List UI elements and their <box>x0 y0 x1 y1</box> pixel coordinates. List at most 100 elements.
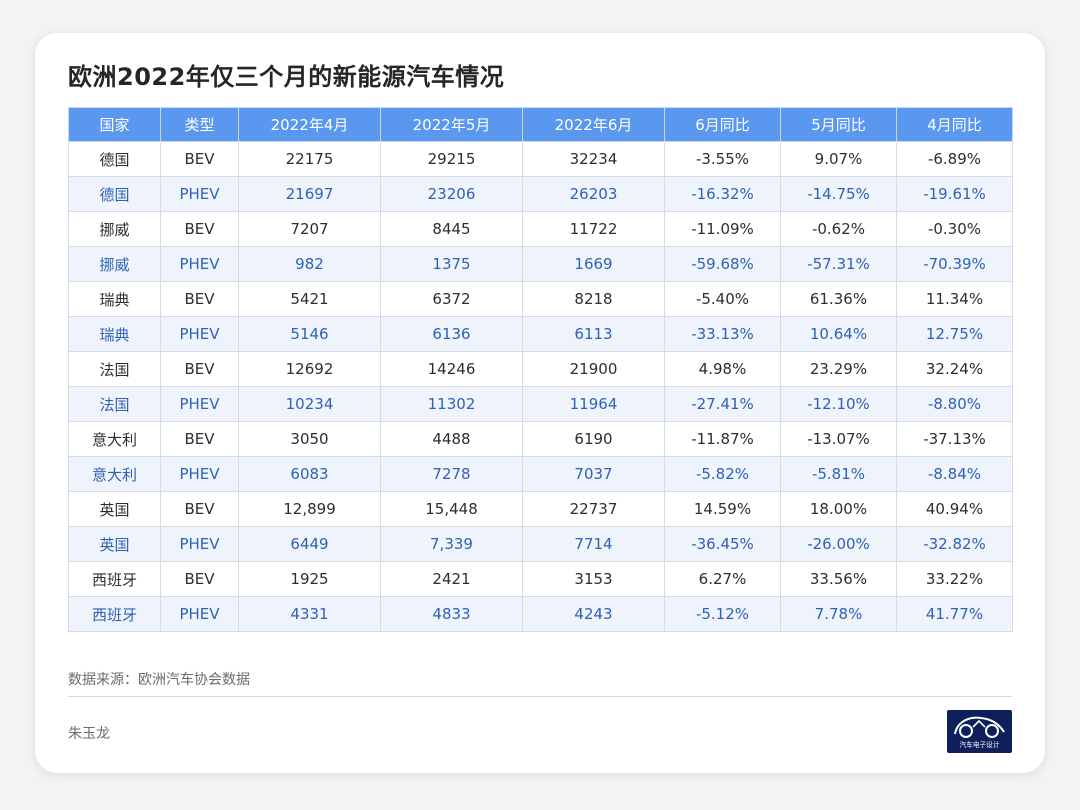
table-cell: 40.94% <box>896 491 1013 527</box>
column-header: 类型 <box>160 107 239 142</box>
table-cell: 7037 <box>522 456 665 492</box>
table-cell: -6.89% <box>896 141 1013 177</box>
table-row: 瑞典 PHEV 5146 6136 6113 -33.13% 10.64% 12.75% <box>68 316 1013 352</box>
table-cell: 7278 <box>380 456 523 492</box>
table-cell: -5.81% <box>780 456 897 492</box>
column-header: 6月同比 <box>664 107 781 142</box>
table-body: 德国 BEV 22175 29215 32234 -3.55% 9.07% -6.89% 德国 P… <box>68 141 1013 632</box>
table-cell: -8.80% <box>896 386 1013 422</box>
table-header-row: 国家 类型 2022年4月 2022年5月 2022年6月 6月同比 5月同比 4月同比 <box>68 107 1013 142</box>
table-cell: 德国 <box>68 141 161 177</box>
table-cell: -12.10% <box>780 386 897 422</box>
table-cell: 8445 <box>380 211 523 247</box>
table-cell: 6136 <box>380 316 523 352</box>
table-cell: 11722 <box>522 211 665 247</box>
data-source-note: 数据来源：欧洲汽车协会数据 <box>68 672 250 688</box>
table-card: 欧洲2022年仅三个月的新能源汽车情况 国家 类型 2022年4月 2022年5月 20… <box>35 33 1045 773</box>
table-cell: 23206 <box>380 176 523 212</box>
table-cell: 14246 <box>380 351 523 387</box>
author-name: 朱玉龙 <box>68 726 110 742</box>
table-cell: 41.77% <box>896 596 1013 632</box>
table-cell: 4.98% <box>664 351 781 387</box>
table-cell: 33.56% <box>780 561 897 597</box>
table-row: 挪威 PHEV 982 1375 1669 -59.68% -57.31% -70.39% <box>68 246 1013 282</box>
table-cell: 3050 <box>238 421 381 457</box>
table-cell: -5.40% <box>664 281 781 317</box>
table-cell: 1669 <box>522 246 665 282</box>
table-row: 法国 BEV 12692 14246 21900 4.98% 23.29% 32.24% <box>68 351 1013 387</box>
table-cell: 7714 <box>522 526 665 562</box>
table-cell: 10234 <box>238 386 381 422</box>
table-cell: 2421 <box>380 561 523 597</box>
column-header: 4月同比 <box>896 107 1013 142</box>
table-cell: -32.82% <box>896 526 1013 562</box>
page-title: 欧洲2022年仅三个月的新能源汽车情况 <box>68 63 505 91</box>
table-cell: 10.64% <box>780 316 897 352</box>
table-cell: -57.31% <box>780 246 897 282</box>
table-cell: 9.07% <box>780 141 897 177</box>
table-cell: 6.27% <box>664 561 781 597</box>
table-cell: PHEV <box>160 246 239 282</box>
table-row: 德国 PHEV 21697 23206 26203 -16.32% -14.75% -19.6… <box>68 176 1013 212</box>
table-cell: 挪威 <box>68 211 161 247</box>
table-cell: -59.68% <box>664 246 781 282</box>
table-cell: PHEV <box>160 526 239 562</box>
table-cell: BEV <box>160 561 239 597</box>
table-cell: 6083 <box>238 456 381 492</box>
table-cell: 英国 <box>68 491 161 527</box>
table-cell: 4833 <box>380 596 523 632</box>
table-cell: 14.59% <box>664 491 781 527</box>
table-cell: -0.30% <box>896 211 1013 247</box>
table-cell: BEV <box>160 141 239 177</box>
table-cell: 7,339 <box>380 526 523 562</box>
table-cell: BEV <box>160 421 239 457</box>
table-cell: 12,899 <box>238 491 381 527</box>
table-cell: 6113 <box>522 316 665 352</box>
table-cell: 32234 <box>522 141 665 177</box>
table-cell: 法国 <box>68 386 161 422</box>
table-row: 西班牙 BEV 1925 2421 3153 6.27% 33.56% 33.22% <box>68 561 1013 597</box>
table-cell: 5146 <box>238 316 381 352</box>
table-cell: 21697 <box>238 176 381 212</box>
table-row: 瑞典 BEV 5421 6372 8218 -5.40% 61.36% 11.34% <box>68 281 1013 317</box>
table-cell: 15,448 <box>380 491 523 527</box>
table-cell: BEV <box>160 491 239 527</box>
table-cell: PHEV <box>160 316 239 352</box>
table-cell: -8.84% <box>896 456 1013 492</box>
table-cell: 26203 <box>522 176 665 212</box>
table-cell: 意大利 <box>68 456 161 492</box>
table-cell: -37.13% <box>896 421 1013 457</box>
table-cell: 33.22% <box>896 561 1013 597</box>
table-cell: 982 <box>238 246 381 282</box>
table-row: 西班牙 PHEV 4331 4833 4243 -5.12% 7.78% 41.77% <box>68 596 1013 632</box>
column-header: 2022年6月 <box>522 107 665 142</box>
table-cell: 意大利 <box>68 421 161 457</box>
table-cell: 3153 <box>522 561 665 597</box>
table-cell: 6372 <box>380 281 523 317</box>
column-header: 2022年4月 <box>238 107 381 142</box>
table-cell: PHEV <box>160 456 239 492</box>
table-row: 法国 PHEV 10234 11302 11964 -27.41% -12.10% -8.80… <box>68 386 1013 422</box>
table-cell: 29215 <box>380 141 523 177</box>
table-cell: -11.09% <box>664 211 781 247</box>
table-row: 英国 BEV 12,899 15,448 22737 14.59% 18.00% 40.94% <box>68 491 1013 527</box>
table-cell: 瑞典 <box>68 316 161 352</box>
table-row: 挪威 BEV 7207 8445 11722 -11.09% -0.62% -0.30% <box>68 211 1013 247</box>
logo-text: 汽车电子设计 <box>959 741 1000 749</box>
table-cell: 7207 <box>238 211 381 247</box>
table-row: 英国 PHEV 6449 7,339 7714 -36.45% -26.00% -32.82% <box>68 526 1013 562</box>
table-cell: 7.78% <box>780 596 897 632</box>
table-cell: PHEV <box>160 386 239 422</box>
table-cell: -5.12% <box>664 596 781 632</box>
table-cell: 挪威 <box>68 246 161 282</box>
table-cell: 8218 <box>522 281 665 317</box>
table-cell: -27.41% <box>664 386 781 422</box>
table-cell: 22175 <box>238 141 381 177</box>
table-cell: 61.36% <box>780 281 897 317</box>
brand-logo: 汽车电子设计 <box>947 710 1012 753</box>
table-cell: -26.00% <box>780 526 897 562</box>
table-cell: 5421 <box>238 281 381 317</box>
column-header: 5月同比 <box>780 107 897 142</box>
table-cell: -33.13% <box>664 316 781 352</box>
table-cell: 4488 <box>380 421 523 457</box>
